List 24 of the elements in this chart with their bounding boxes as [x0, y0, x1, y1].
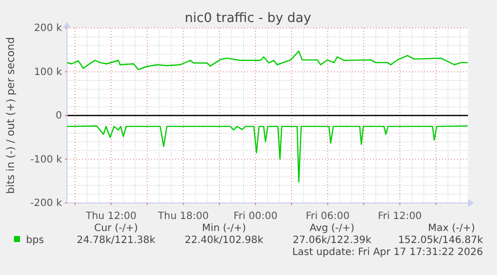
text: Cur (-/+) — [94, 223, 138, 234]
text: 22.40k/102.98k — [184, 235, 264, 246]
x-tick-label: Fri 12:00 — [378, 211, 422, 222]
legend-label: bps — [26, 235, 44, 246]
text: Last update: Fri Apr 17 17:31:22 2026 — [292, 247, 483, 258]
y-tick-label: 100 k — [34, 66, 62, 78]
y-tick-label: -100 k — [30, 154, 62, 166]
y-tick-label: 0 — [56, 110, 62, 122]
chart-title: nic0 traffic - by day — [184, 11, 312, 26]
line-series — [66, 125, 468, 183]
x-tick-label: Fri 06:00 — [306, 211, 350, 222]
x-tick-label: Fri 00:00 — [234, 211, 278, 222]
text: 24.78k/121.38k — [76, 235, 156, 246]
y-tick-label: -200 k — [30, 198, 62, 210]
x-tick-label: Thu 12:00 — [84, 211, 136, 222]
text: Max (-/+) — [428, 223, 476, 234]
text: Min (-/+) — [202, 223, 246, 234]
line-series — [66, 50, 468, 70]
y-tick-label: 200 k — [34, 23, 62, 34]
text: Avg (-/+) — [310, 223, 355, 234]
y-axis-title: bits in (-) / out (+) per second — [5, 37, 17, 194]
x-tick-label: Thu 18:00 — [156, 211, 209, 222]
text: 27.06k/122.39k — [292, 235, 372, 246]
text: 152.05k/146.87k — [398, 235, 484, 246]
